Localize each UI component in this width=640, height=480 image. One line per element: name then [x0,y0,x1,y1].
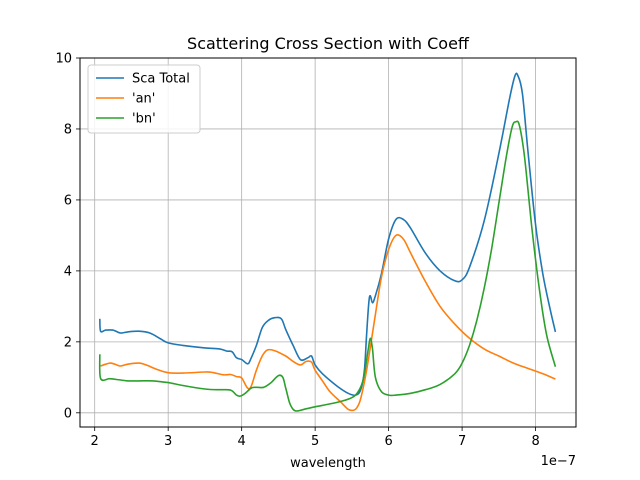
y-tick-label: 8 [64,122,72,137]
x-tick-label: 8 [531,434,539,449]
series-line-1 [100,233,556,412]
x-tick-label: 7 [458,434,466,449]
y-tick-label: 6 [64,193,72,208]
legend: Sca Total 'an' 'bn' [87,64,201,134]
x-tick-label: 2 [91,434,99,449]
x-tick-label: 5 [311,434,319,449]
grid [80,57,576,427]
x-axis: 2 3 4 5 6 7 8 [91,427,540,449]
y-tick-label: 10 [55,52,72,67]
x-axis-label: wavelength [290,456,366,471]
legend-label: 'an' [132,92,155,107]
x-tick-label: 4 [238,434,246,449]
chart-title: Scattering Cross Section with Coeff [187,34,470,53]
y-tick-label: 0 [64,406,72,421]
x-tick-label: 6 [384,434,392,449]
legend-label: Sca Total [132,72,190,87]
x-tick-label: 3 [164,434,172,449]
x-axis-offset-label: 1e−7 [541,454,576,469]
y-tick-label: 4 [64,264,72,279]
series-lines [98,72,557,412]
plot-frame [79,57,577,428]
series-line-0 [99,72,557,397]
legend-label: 'bn' [132,112,156,127]
y-axis: 0 2 4 6 8 10 [55,52,80,421]
y-tick-label: 2 [64,335,72,350]
legend-box [87,64,201,134]
series-line-2 [98,120,557,412]
